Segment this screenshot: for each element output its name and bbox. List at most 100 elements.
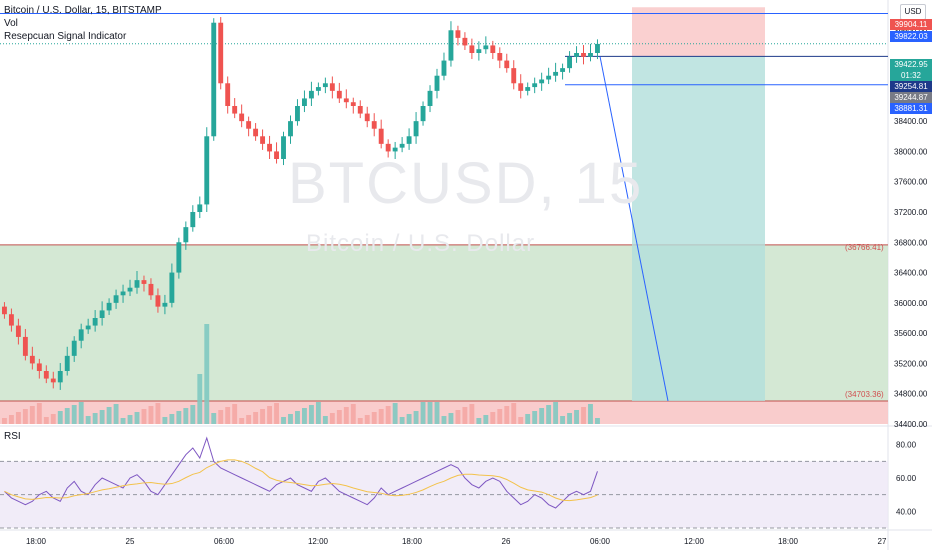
candle-body — [588, 53, 593, 57]
candle-body — [85, 325, 91, 330]
stop-price-label: 39904.11 — [890, 19, 932, 30]
volume-bar — [371, 412, 377, 424]
price-axis-tick: 35600.00 — [894, 329, 928, 338]
candle-body — [497, 53, 503, 61]
candle-body — [469, 45, 475, 53]
volume-bar — [490, 412, 496, 424]
volume-bar — [8, 415, 14, 424]
rsi-pane-label[interactable]: RSI — [4, 431, 21, 442]
lower-zone-price: (34703.36) — [845, 390, 884, 399]
volume-bar — [357, 418, 363, 424]
volume-bar — [336, 410, 342, 424]
volume-bar — [127, 415, 133, 424]
candle-body — [511, 68, 517, 84]
candle-body — [546, 75, 552, 80]
volume-bar — [385, 406, 391, 424]
time-axis-tick: 26 — [502, 537, 511, 546]
upper-zone-price: (36766.41) — [845, 243, 884, 252]
time-axis-tick: 12:00 — [308, 537, 329, 546]
volume-bar — [253, 412, 259, 424]
candle-body — [162, 302, 168, 307]
rsi-axis-tick: 60.00 — [896, 474, 917, 483]
volume-bar — [392, 403, 398, 424]
candle-body — [518, 83, 524, 91]
volume-bar — [295, 411, 300, 424]
volume-indicator-label[interactable]: Vol — [4, 18, 18, 29]
candle-body — [197, 204, 203, 212]
time-axis-tick: 12:00 — [684, 537, 705, 546]
candle-body — [225, 83, 231, 106]
candle-body — [204, 136, 210, 205]
volume-bar — [148, 406, 154, 424]
rsi-axis-tick: 40.00 — [896, 507, 917, 516]
candle-body — [455, 30, 461, 38]
rsi-axis-tick: 80.00 — [896, 441, 917, 450]
candle-body — [427, 90, 433, 106]
candle-body — [581, 53, 586, 57]
time-axis-tick: 18:00 — [26, 537, 47, 546]
currency-button[interactable]: USD — [900, 4, 926, 20]
volume-bar — [29, 406, 35, 424]
candle-body — [22, 336, 28, 356]
volume-bar — [246, 415, 252, 424]
price-axis-tick: 34400.00 — [894, 420, 928, 429]
candle-body — [595, 43, 600, 53]
volume-bar — [378, 409, 384, 424]
volume-bar — [218, 410, 224, 424]
candle-body — [190, 212, 196, 228]
price-axis-tick: 39600.00 — [894, 26, 928, 35]
volume-bar — [427, 402, 433, 424]
volume-bar — [211, 413, 217, 424]
volume-bar — [560, 416, 566, 424]
signal-indicator-label[interactable]: Resepcuan Signal Indicator — [4, 31, 127, 42]
candle-body — [288, 121, 293, 137]
candle-body — [29, 355, 35, 364]
candle-body — [50, 378, 56, 383]
volume-bar — [343, 407, 349, 424]
volume-bar — [350, 404, 356, 424]
time-axis-tick: 25 — [126, 537, 135, 546]
current-price-label: 39422.95 — [890, 59, 932, 70]
candle-body — [281, 136, 286, 159]
candle-body — [120, 291, 126, 296]
volume-bar — [322, 416, 328, 424]
volume-bar — [329, 413, 335, 424]
candle-body — [8, 314, 14, 326]
short-target-box — [632, 56, 765, 402]
candle-body — [2, 306, 7, 315]
candle-body — [385, 143, 391, 152]
price-axis-tick: 38400.00 — [894, 117, 928, 126]
volume-bar — [197, 374, 203, 424]
candle-body — [364, 113, 370, 122]
time-axis-tick: 27 — [878, 537, 887, 546]
candle-body — [420, 106, 426, 122]
time-axis-tick: 06:00 — [590, 537, 611, 546]
candle-body — [462, 37, 468, 46]
symbol-title[interactable]: Bitcoin / U.S. Dollar, 15, BITSTAMP — [4, 5, 162, 16]
candle-body — [253, 128, 259, 137]
volume-bar — [455, 410, 461, 424]
candle-body — [71, 340, 77, 356]
candle-body — [378, 128, 384, 144]
candle-body — [434, 75, 440, 91]
price-axis-tick: 34800.00 — [894, 390, 928, 399]
volume-bar — [469, 404, 475, 424]
candle-body — [302, 98, 307, 106]
chart-legend: Bitcoin / U.S. Dollar, 15, BITSTAMP Vol … — [4, 4, 162, 43]
volume-bar — [532, 411, 538, 424]
volume-bar — [15, 412, 21, 424]
candle-body — [211, 22, 217, 137]
price-axis-tick: 36400.00 — [894, 269, 928, 278]
candle-body — [343, 98, 349, 103]
time-axis-tick: 06:00 — [214, 537, 235, 546]
candle-body — [260, 136, 266, 144]
volume-bar — [232, 404, 238, 424]
candle-body — [246, 121, 252, 129]
candle-body — [350, 102, 356, 106]
volume-bar — [308, 405, 314, 424]
volume-bar — [511, 403, 517, 424]
volume-bar — [315, 402, 321, 424]
volume-bar — [57, 411, 63, 424]
